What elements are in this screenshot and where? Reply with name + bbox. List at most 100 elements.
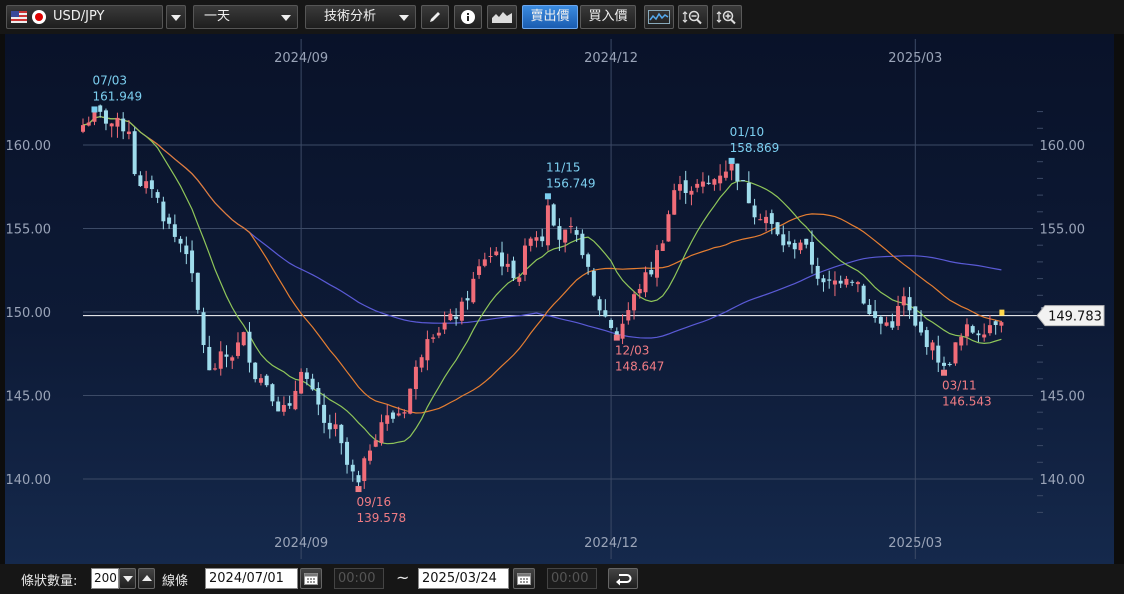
candle-down: [350, 464, 355, 472]
end-date-input[interactable]: 2025/03/24: [418, 568, 509, 589]
candle-up: [999, 322, 1004, 326]
high-marker: [91, 106, 98, 113]
candlestick-chart[interactable]: 2024/09 2024/09 2024/12 2024/12 2025/03 2025/…: [5, 34, 1114, 564]
info-icon: [461, 10, 475, 24]
candle-down: [597, 299, 602, 311]
chart-type-button[interactable]: [487, 5, 517, 29]
candle-up: [534, 237, 539, 241]
start-date-input[interactable]: 2024/07/01: [205, 568, 298, 589]
candle-down: [861, 285, 866, 304]
candle-up: [413, 366, 418, 390]
candle-up: [258, 378, 263, 383]
candle-down: [580, 233, 585, 256]
zoom-out-icon: [682, 10, 702, 25]
sell-price-tab[interactable]: 賣出價: [522, 5, 578, 29]
candle-down: [184, 245, 189, 255]
candle-down: [609, 320, 614, 328]
buy-price-tab[interactable]: 買入價: [580, 5, 636, 29]
candle-up: [626, 310, 631, 321]
annotation-date: 09/16: [357, 495, 392, 509]
annotation-value: 158.869: [730, 141, 780, 155]
bar-count-label: 條狀數量:: [21, 574, 78, 589]
start-time-value: 00:00: [338, 571, 376, 586]
indicator-button[interactable]: [644, 5, 674, 29]
info-button[interactable]: [454, 5, 482, 29]
candle-up: [368, 450, 372, 461]
candle-down: [356, 475, 361, 483]
candle-up: [362, 458, 367, 482]
y-tick-label-left: 155.00: [6, 223, 52, 238]
candle-up: [563, 229, 568, 243]
candle-down: [586, 254, 591, 267]
candle-down: [683, 180, 688, 194]
end-date-calendar-button[interactable]: [513, 568, 535, 589]
price-chart-area[interactable]: 2024/09 2024/09 2024/12 2024/12 2025/03 2025/…: [5, 34, 1114, 564]
draw-pencil-button[interactable]: [421, 5, 449, 29]
candle-down: [735, 163, 740, 182]
low-marker: [355, 486, 362, 493]
chart-grid: [83, 39, 1043, 559]
technical-analysis-select[interactable]: 技術分析: [305, 5, 416, 29]
candle-down: [316, 388, 321, 405]
current-price-label: 149.783: [1048, 310, 1102, 325]
candle-up: [230, 357, 235, 361]
bar-count-value: 200: [94, 571, 117, 585]
candle-down: [500, 252, 505, 267]
bar-count-up-button[interactable]: [138, 568, 155, 589]
candle-down: [161, 201, 166, 222]
candle-up: [884, 322, 889, 326]
x-tick-label-bottom: 2024/09: [274, 536, 328, 551]
timeframe-label: 一天: [204, 9, 231, 24]
y-tick-label-right: 145.00: [1040, 390, 1086, 405]
candle-up: [545, 205, 550, 246]
start-date-calendar-button[interactable]: [300, 568, 322, 589]
candle-up: [235, 342, 240, 356]
candle-down: [287, 403, 292, 406]
candle-up: [758, 219, 763, 221]
candle-up: [959, 336, 964, 346]
candle-up: [408, 388, 413, 414]
candle-up: [723, 171, 728, 178]
candle-down: [947, 363, 952, 365]
candle-down: [976, 333, 981, 336]
candle-up: [712, 179, 717, 185]
candle-down: [907, 297, 912, 311]
candle-up: [953, 342, 958, 364]
start-time-input[interactable]: 00:00: [334, 568, 384, 589]
symbol-dropdown-button[interactable]: [166, 5, 186, 29]
triangle-up-icon: [142, 575, 152, 581]
candle-up: [987, 325, 992, 334]
candle-up: [637, 288, 642, 294]
candle-down: [155, 192, 160, 198]
candle-down: [850, 281, 855, 283]
bar-count-input[interactable]: 200: [91, 568, 119, 589]
candle-down: [390, 412, 395, 419]
candle-up: [86, 122, 91, 126]
candle-down: [557, 226, 562, 240]
candle-down: [924, 330, 929, 348]
chevron-down-icon: [281, 15, 291, 21]
reset-button[interactable]: [608, 568, 638, 589]
candle-down: [614, 331, 619, 338]
zoom-out-button[interactable]: [678, 5, 708, 29]
candle-down: [867, 304, 872, 314]
timeframe-select[interactable]: 一天: [193, 5, 298, 29]
candle-down: [878, 316, 883, 324]
candle-up: [213, 368, 218, 370]
chevron-down-icon: [399, 15, 409, 21]
bar-count-down-button[interactable]: [119, 568, 136, 589]
end-time-input[interactable]: 00:00: [547, 568, 597, 589]
annotation-value: 148.647: [615, 360, 665, 374]
y-tick-label-right: 155.00: [1040, 223, 1086, 238]
end-time-value: 00:00: [551, 571, 589, 586]
candle-up: [677, 184, 682, 191]
symbol-select[interactable]: USD/JPY: [6, 5, 163, 29]
candle-down: [970, 326, 975, 333]
low-marker: [941, 369, 947, 376]
candle-down: [787, 241, 792, 245]
candle-down: [873, 311, 878, 318]
candle-down: [201, 312, 206, 346]
candle-up: [459, 301, 464, 321]
last-candle-marker: [999, 309, 1005, 316]
zoom-in-button[interactable]: [712, 5, 742, 29]
